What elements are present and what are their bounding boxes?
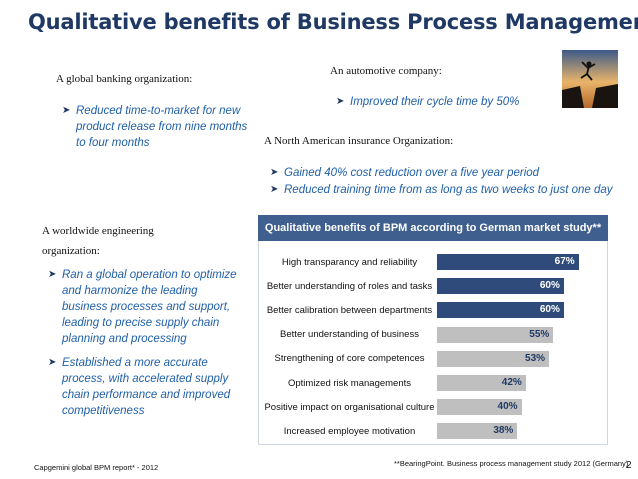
bar-value-label: 53% — [525, 352, 546, 364]
chart-frame — [258, 241, 608, 445]
chart-title: Qualitative benefits of BPM according to… — [258, 215, 608, 241]
arrow-bullet-icon: ➤ — [270, 184, 279, 195]
bar-row: Better calibration between departments 60… — [262, 300, 602, 320]
bar-category-label: Increased employee motivation — [283, 425, 416, 437]
bar-value-label: 40% — [497, 401, 518, 413]
bar: 53% — [437, 350, 550, 367]
bar-row: Optimized risk managements 42% — [262, 373, 602, 393]
footer-source-left: Capgemini global BPM report* - 2012 — [34, 463, 159, 472]
bar-category-label: High transparancy and reliability — [281, 256, 418, 268]
bar-row: High transparancy and reliability 67% — [262, 252, 602, 272]
automotive-heading: An automotive company: — [330, 65, 442, 77]
bar-value-label: 55% — [529, 328, 550, 340]
bar-category-label: Better calibration between departments — [266, 304, 433, 316]
footer-source-right: **BearingPoint. Business process managem… — [394, 459, 629, 468]
slide-title: Qualitative benefits of Business Process… — [28, 10, 638, 34]
bar-value-label: 38% — [493, 425, 514, 437]
bar: 60% — [437, 278, 564, 295]
bar: 55% — [437, 326, 554, 343]
bar-row: Increased employee motivation 38% — [262, 421, 602, 441]
bar-category-label: Optimized risk managements — [287, 377, 412, 389]
insurance-bullet-1: ➤ Gained 40% cost reduction over a five … — [270, 167, 540, 179]
bar: 38% — [437, 423, 518, 440]
page-number: 2 — [626, 460, 632, 471]
bar-row: Positive impact on organisational cultur… — [262, 397, 602, 417]
bar-category-label: Positive impact on organisational cultur… — [264, 401, 435, 413]
insurance-bullet-2: ➤ Reduced training time from as long as … — [270, 184, 613, 196]
arrow-bullet-icon: ➤ — [270, 167, 279, 178]
banking-bullet: ➤ Reduced time-to-market for new product… — [62, 105, 248, 149]
bar-category-label: Better understanding of business — [280, 329, 419, 341]
jumping-person-photo — [562, 50, 618, 108]
bar-row: Better understanding of roles and tasks 6… — [262, 276, 602, 296]
arrow-bullet-icon: ➤ — [48, 357, 57, 368]
banking-heading: A global banking organization: — [56, 73, 193, 85]
bar-row: Better understanding of business 55% — [262, 325, 602, 345]
bar: 67% — [437, 254, 579, 270]
bar: 42% — [437, 375, 526, 391]
bar: 40% — [437, 399, 522, 416]
bar-value-label: 60% — [539, 304, 560, 316]
automotive-bullet: ➤ Improved their cycle time by 50% — [336, 96, 520, 108]
bar-value-label: 60% — [539, 280, 560, 292]
bar-row: Strengthening of core competences 53% — [262, 349, 602, 369]
engineering-bullet-1: ➤ Ran a global operation to optimize and… — [48, 269, 237, 345]
arrow-bullet-icon: ➤ — [336, 96, 345, 107]
bar-category-label: Better understanding of roles and tasks — [266, 280, 433, 292]
arrow-bullet-icon: ➤ — [62, 105, 71, 116]
arrow-bullet-icon: ➤ — [48, 269, 57, 280]
engineering-bullet-2: ➤ Established a more accurate process, w… — [48, 357, 231, 417]
engineering-heading: A worldwide engineering organization: — [42, 225, 154, 257]
bar-category-label: Strengthening of core competences — [274, 353, 425, 365]
bar-value-label: 67% — [554, 256, 575, 267]
bar-value-label: 42% — [501, 377, 522, 388]
insurance-heading: A North American insurance Organization: — [264, 135, 454, 147]
bar: 60% — [437, 302, 564, 319]
